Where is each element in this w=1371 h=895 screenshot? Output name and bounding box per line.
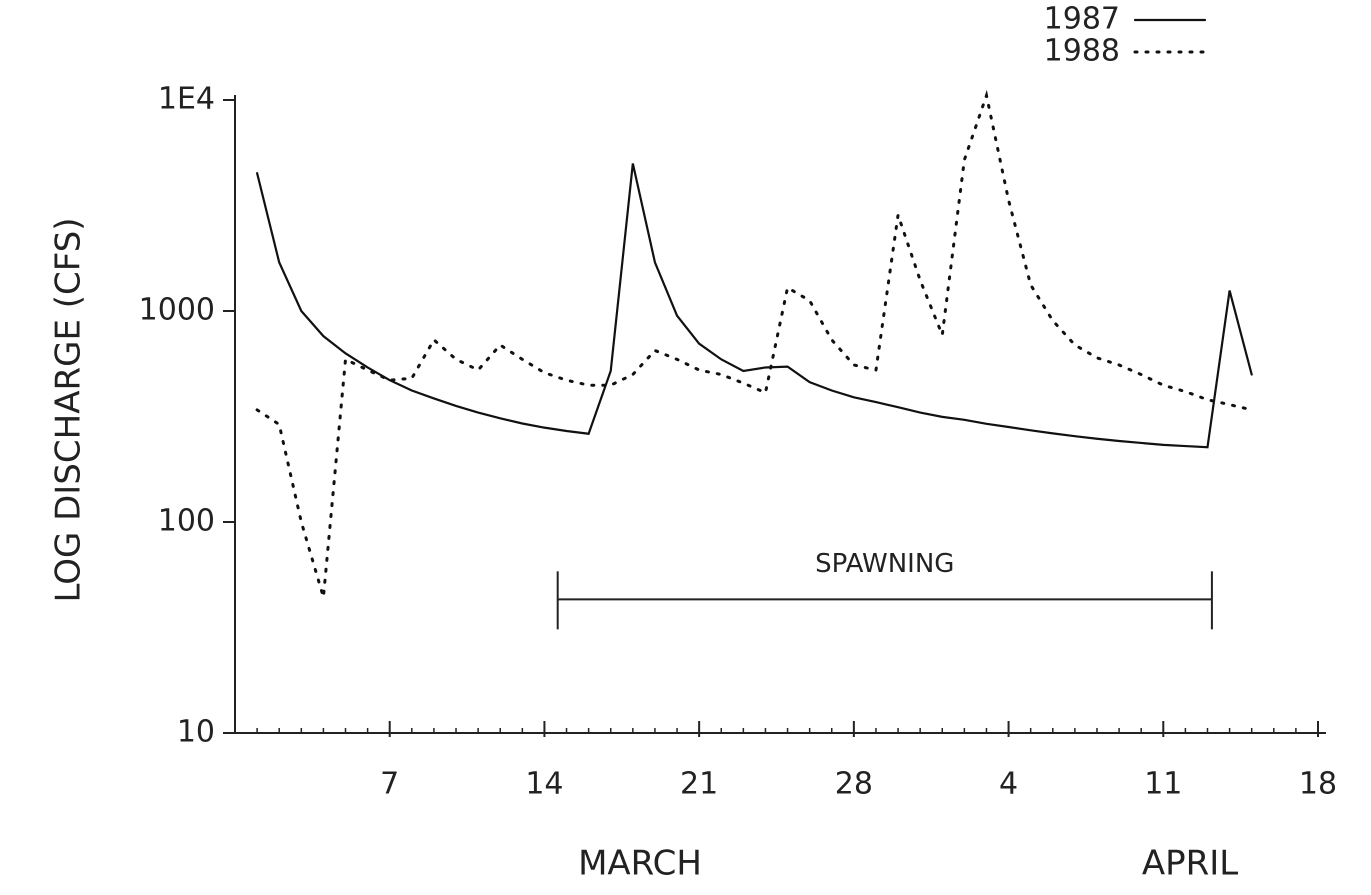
- x-tick-label: 18: [1299, 767, 1337, 802]
- y-axis-label: LOG DISCHARGE (CFS): [49, 217, 89, 602]
- spawning-label: SPAWNING: [815, 549, 954, 579]
- x-tick-label: 7: [380, 767, 399, 802]
- y-tick-label: 10: [177, 715, 215, 750]
- month-label: APRIL: [1142, 844, 1238, 884]
- y-tick-label: 100: [158, 504, 215, 539]
- x-tick-label: 14: [525, 767, 563, 802]
- x-tick-label: 21: [680, 767, 718, 802]
- data-line: [256, 163, 1253, 449]
- x-tick-label: 11: [1144, 767, 1182, 802]
- legend-label: 1987: [1044, 2, 1120, 37]
- legend-label: 1988: [1044, 34, 1120, 69]
- y-tick-label: 1000: [139, 293, 215, 328]
- x-tick-label: 4: [999, 767, 1018, 802]
- x-tick-label: 28: [835, 767, 873, 802]
- data-line: [255, 89, 1254, 598]
- y-tick-label: 1E4: [158, 82, 215, 117]
- month-label: MARCH: [578, 844, 702, 884]
